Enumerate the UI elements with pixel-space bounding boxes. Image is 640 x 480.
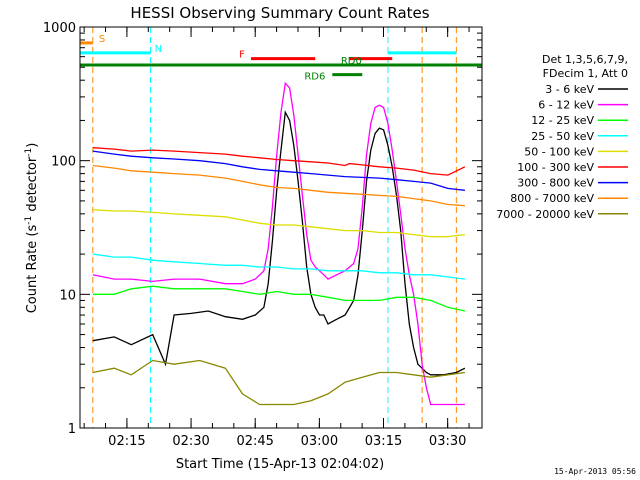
series-line	[92, 150, 465, 191]
flag-label: F	[239, 50, 245, 61]
legend-entry-label: 3 - 6 keV	[545, 83, 594, 96]
legend-entry-label: 12 - 25 keV	[531, 114, 594, 127]
y-axis: 1 10 100 1000	[43, 21, 482, 437]
y-tick-label: 100	[51, 155, 76, 170]
y-tick-label: 1	[68, 422, 76, 437]
chart-title: HESSI Observing Summary Count Rates	[130, 4, 429, 22]
x-tick-label: 03:00	[301, 434, 338, 449]
y-axis-label-mid: detector	[25, 156, 40, 216]
y-axis-label-sup2: -1	[24, 148, 34, 157]
series-layer	[92, 81, 466, 406]
footer-date: 15-Apr-2013 05:56	[554, 467, 636, 476]
flag-label: S	[99, 34, 105, 45]
y-axis-label: Count Rate (s-1 detector-1)	[24, 143, 40, 314]
series-line	[92, 164, 465, 207]
legend: Det 1,3,5,6,7,9, FDecim 1, Att 0 3 - 6 k…	[496, 53, 628, 221]
legend-entry-label: 100 - 300 keV	[517, 161, 594, 174]
series-line	[92, 110, 466, 376]
legend-header-2: FDecim 1, Att 0	[543, 67, 628, 80]
series-line	[92, 359, 465, 406]
series-line	[92, 285, 466, 312]
x-axis: 02:15 02:30 02:45 03:00 03:15 03:30	[83, 27, 470, 449]
legend-entry-label: 6 - 12 keV	[538, 99, 594, 112]
legend-entry-label: 800 - 7000 keV	[510, 192, 594, 205]
x-axis-label: Start Time (15-Apr-13 02:04:02)	[176, 457, 384, 472]
x-tick-label: 03:15	[365, 434, 402, 449]
x-tick-label: 02:45	[236, 434, 273, 449]
flag-label: RD0	[341, 56, 362, 67]
series-line	[92, 147, 466, 176]
series-line	[92, 253, 465, 280]
x-tick-label: 03:30	[429, 434, 466, 449]
y-tick-label: 1000	[43, 21, 76, 36]
legend-entry-label: 7000 - 20000 keV	[496, 208, 594, 221]
x-tick-label: 02:15	[108, 434, 145, 449]
flag-label: RD6	[304, 72, 325, 83]
legend-entry-label: 300 - 800 keV	[517, 177, 594, 190]
flag-label: N	[155, 44, 162, 55]
y-axis-label-main: Count Rate (s	[25, 225, 40, 314]
x-tick-label: 02:30	[172, 434, 209, 449]
series-line	[92, 209, 465, 238]
plot-frame	[79, 26, 483, 429]
legend-header-1: Det 1,3,5,6,7,9,	[542, 53, 628, 66]
legend-entry-label: 25 - 50 keV	[531, 130, 594, 143]
legend-entry-label: 50 - 100 keV	[524, 145, 594, 158]
y-axis-label-sup: -1	[24, 216, 34, 225]
y-tick-label: 10	[59, 288, 76, 303]
y-axis-label-end: )	[25, 143, 40, 148]
series-line	[92, 81, 465, 406]
